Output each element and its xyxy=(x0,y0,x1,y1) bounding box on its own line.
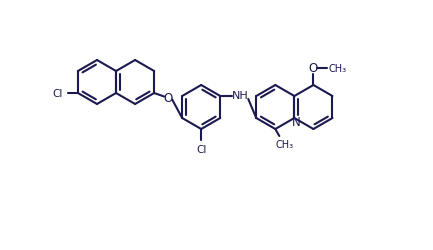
Text: Cl: Cl xyxy=(53,89,63,99)
Text: Cl: Cl xyxy=(196,144,207,154)
Text: O: O xyxy=(309,61,318,74)
Text: CH₃: CH₃ xyxy=(328,64,346,74)
Text: CH₃: CH₃ xyxy=(275,140,294,149)
Text: NH: NH xyxy=(232,91,249,101)
Text: O: O xyxy=(164,92,173,105)
Text: N: N xyxy=(292,115,301,128)
